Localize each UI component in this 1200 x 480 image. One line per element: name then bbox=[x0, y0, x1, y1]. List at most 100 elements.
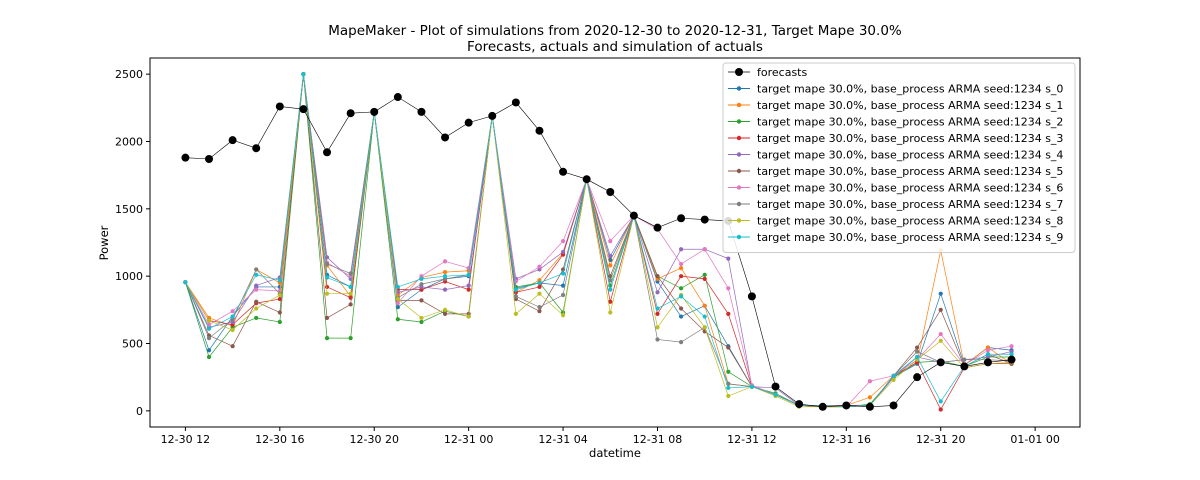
x-tick-label: 12-31 00 bbox=[444, 433, 493, 446]
data-point bbox=[277, 278, 282, 283]
data-point bbox=[726, 345, 731, 350]
data-point bbox=[537, 305, 542, 310]
data-point bbox=[324, 291, 330, 296]
legend-entry: target mape 30.0%, base_process ARMA see… bbox=[728, 198, 1063, 211]
chart-title: MapeMaker - Plot of simulations from 202… bbox=[328, 23, 902, 39]
data-point bbox=[938, 331, 943, 337]
series-10 bbox=[183, 72, 1014, 409]
data-point bbox=[795, 400, 804, 409]
data-point bbox=[441, 133, 450, 142]
data-point bbox=[915, 354, 920, 360]
series-line bbox=[185, 74, 1012, 408]
data-point bbox=[726, 286, 731, 291]
data-point bbox=[324, 284, 330, 290]
data-point bbox=[773, 392, 778, 397]
data-point bbox=[417, 107, 426, 116]
data-point bbox=[323, 148, 332, 157]
data-point bbox=[678, 265, 684, 271]
data-point bbox=[393, 93, 402, 102]
data-point bbox=[513, 287, 518, 292]
data-point bbox=[442, 287, 448, 292]
data-point bbox=[442, 307, 448, 312]
data-point bbox=[842, 401, 851, 410]
data-point bbox=[299, 105, 308, 114]
legend-swatch-marker bbox=[736, 168, 742, 174]
data-point bbox=[206, 326, 212, 331]
legend-swatch-marker bbox=[736, 86, 742, 91]
data-point bbox=[466, 287, 471, 292]
data-point bbox=[915, 349, 920, 354]
data-point bbox=[277, 292, 282, 298]
legend-swatch-marker bbox=[736, 234, 742, 240]
data-point bbox=[608, 310, 613, 315]
data-point bbox=[419, 298, 424, 303]
data-point bbox=[608, 263, 613, 268]
y-tick-label: 2000 bbox=[115, 135, 143, 148]
data-point bbox=[395, 317, 400, 322]
legend-label: target mape 30.0%, base_process ARMA see… bbox=[757, 149, 1063, 162]
data-point bbox=[726, 311, 731, 316]
data-point bbox=[655, 337, 660, 342]
data-point bbox=[419, 319, 424, 325]
data-point bbox=[938, 407, 943, 412]
data-point bbox=[608, 253, 613, 259]
data-point bbox=[206, 318, 212, 323]
data-point bbox=[889, 401, 898, 410]
data-point bbox=[466, 283, 471, 288]
legend-entry: target mape 30.0%, base_process ARMA see… bbox=[728, 165, 1063, 178]
y-tick-label: 0 bbox=[136, 405, 143, 418]
data-point bbox=[348, 291, 353, 296]
data-point bbox=[277, 310, 282, 315]
data-point bbox=[608, 287, 613, 292]
data-point bbox=[254, 299, 259, 304]
data-point bbox=[747, 292, 756, 301]
data-point bbox=[395, 284, 400, 290]
data-point bbox=[677, 214, 686, 223]
data-point bbox=[442, 270, 448, 275]
data-point bbox=[488, 111, 497, 120]
data-point bbox=[348, 284, 353, 290]
data-point bbox=[560, 313, 566, 318]
data-point bbox=[560, 271, 566, 276]
data-point bbox=[419, 315, 424, 321]
x-tick-label: 12-31 12 bbox=[727, 433, 776, 446]
data-point bbox=[535, 126, 544, 135]
y-tick-label: 1500 bbox=[115, 203, 143, 216]
data-point bbox=[346, 109, 355, 118]
data-point bbox=[702, 303, 707, 308]
data-point bbox=[818, 402, 827, 411]
legend-swatch-marker bbox=[736, 185, 742, 190]
data-point bbox=[277, 319, 282, 325]
data-point bbox=[700, 215, 709, 224]
data-point bbox=[395, 296, 400, 302]
data-point bbox=[324, 275, 330, 280]
data-point bbox=[511, 98, 520, 107]
data-point bbox=[726, 256, 731, 261]
data-point bbox=[655, 306, 660, 311]
data-point bbox=[466, 314, 471, 319]
x-axis-ticks: 12-30 12 12-30 16 12-30 20 12-31 00 12-31 04… bbox=[161, 427, 1060, 446]
data-point bbox=[230, 314, 235, 319]
legend-swatch-marker bbox=[736, 152, 742, 157]
data-point bbox=[938, 338, 943, 343]
series-line bbox=[185, 74, 1012, 408]
legend-swatch-marker bbox=[736, 201, 742, 207]
data-point bbox=[678, 294, 684, 299]
legend-entry: target mape 30.0%, base_process ARMA see… bbox=[728, 99, 1063, 112]
data-point bbox=[559, 167, 568, 176]
data-point bbox=[442, 274, 448, 279]
data-point bbox=[206, 348, 212, 353]
data-point bbox=[254, 283, 259, 288]
y-tick-label: 500 bbox=[122, 338, 143, 351]
data-point bbox=[395, 301, 400, 306]
data-point bbox=[983, 358, 992, 367]
x-tick-label: 01-01 00 bbox=[1010, 433, 1059, 446]
data-point bbox=[913, 373, 922, 382]
data-point bbox=[771, 382, 780, 391]
x-tick-label: 12-31 04 bbox=[538, 433, 587, 446]
data-point bbox=[985, 348, 991, 353]
data-point bbox=[230, 327, 235, 333]
x-tick-label: 12-30 12 bbox=[161, 433, 210, 446]
data-point bbox=[464, 118, 473, 127]
legend-entry: forecasts bbox=[728, 66, 807, 79]
